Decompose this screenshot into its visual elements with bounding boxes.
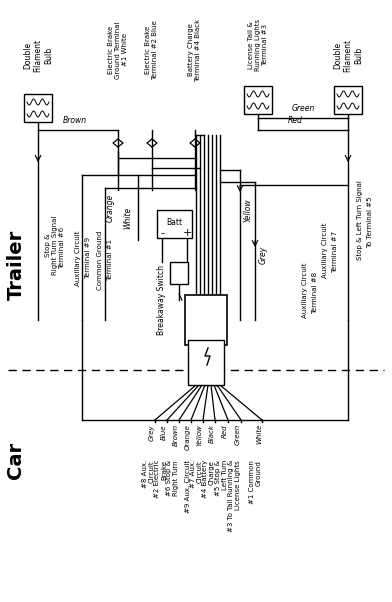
- Text: #3 To Tail Running &
License Lights: #3 To Tail Running & License Lights: [228, 460, 241, 532]
- Text: Brown: Brown: [63, 116, 87, 125]
- Text: #7 Aux.
Circuit: #7 Aux. Circuit: [190, 460, 203, 488]
- Bar: [244, 86, 272, 114]
- Text: License Tail &
Running Lights
Terminal #3: License Tail & Running Lights Terminal #…: [248, 19, 268, 71]
- Text: Terminal #9: Terminal #9: [85, 237, 91, 279]
- Text: Electric Brake
Terminal #2 Blue: Electric Brake Terminal #2 Blue: [145, 20, 158, 80]
- Text: Green: Green: [291, 104, 315, 113]
- Bar: [157, 210, 192, 238]
- Text: Double
Filament
Bulb: Double Filament Bulb: [23, 39, 53, 72]
- Text: White: White: [123, 207, 132, 229]
- Text: Brown: Brown: [173, 424, 179, 446]
- Text: #4 Battery
Charge: #4 Battery Charge: [202, 460, 215, 498]
- Text: Red: Red: [288, 116, 303, 125]
- Text: Car: Car: [7, 441, 25, 479]
- Text: #1 Common
Ground: #1 Common Ground: [249, 460, 262, 504]
- Bar: [170, 262, 188, 284]
- Text: Red: Red: [222, 424, 228, 438]
- Bar: [185, 295, 227, 345]
- Text: Battery Charge
Terminal #4 Black: Battery Charge Terminal #4 Black: [189, 19, 201, 82]
- Text: Electric Brake
Ground Terminal
#1 White: Electric Brake Ground Terminal #1 White: [108, 21, 128, 79]
- Text: Terminal #8: Terminal #8: [312, 272, 318, 314]
- Text: Auxiliary Circuit: Auxiliary Circuit: [75, 230, 81, 286]
- Text: Orange: Orange: [185, 424, 191, 450]
- Text: #6 Stop &
Right Turn: #6 Stop & Right Turn: [166, 460, 179, 496]
- Text: Terminal #6: Terminal #6: [59, 227, 65, 269]
- Text: Batt: Batt: [167, 218, 183, 227]
- Text: #2 Electric
Brake: #2 Electric Brake: [154, 460, 167, 498]
- Text: Auxiliary Circuit: Auxiliary Circuit: [322, 222, 328, 278]
- Text: Auxiliary Circuit: Auxiliary Circuit: [302, 262, 308, 318]
- Text: Grey: Grey: [149, 424, 155, 441]
- Text: Stop &
Right Turn Signal: Stop & Right Turn Signal: [45, 216, 58, 275]
- Text: #9 Aux. Circuit: #9 Aux. Circuit: [185, 460, 191, 513]
- Text: Terminal #7: Terminal #7: [332, 231, 338, 273]
- Text: Orange: Orange: [105, 194, 114, 222]
- Text: Trailer: Trailer: [7, 230, 25, 300]
- Text: Breakaway Switch: Breakaway Switch: [158, 265, 167, 335]
- Bar: [188, 340, 224, 385]
- Text: #8 Aux.
Circuit: #8 Aux. Circuit: [142, 460, 155, 488]
- Text: Common Ground: Common Ground: [97, 231, 103, 290]
- Text: White: White: [256, 424, 262, 444]
- Text: To Terminal #5: To Terminal #5: [367, 196, 373, 248]
- Text: #5 Stop &
Left Turn: #5 Stop & Left Turn: [215, 460, 228, 496]
- Text: Black: Black: [209, 424, 215, 443]
- Text: Yellow: Yellow: [197, 424, 203, 445]
- Text: Double
Filament
Bulb: Double Filament Bulb: [333, 39, 363, 72]
- Text: -: -: [160, 228, 164, 238]
- Bar: [24, 94, 52, 122]
- Text: Yellow: Yellow: [243, 198, 252, 222]
- Text: Stop & Left Turn Signal: Stop & Left Turn Signal: [357, 180, 363, 260]
- Text: Green: Green: [235, 424, 241, 445]
- Text: Grey: Grey: [258, 246, 267, 264]
- Text: Terminal #1: Terminal #1: [107, 239, 113, 281]
- Bar: [334, 86, 362, 114]
- Text: +: +: [182, 228, 192, 238]
- Text: Blue: Blue: [161, 424, 167, 439]
